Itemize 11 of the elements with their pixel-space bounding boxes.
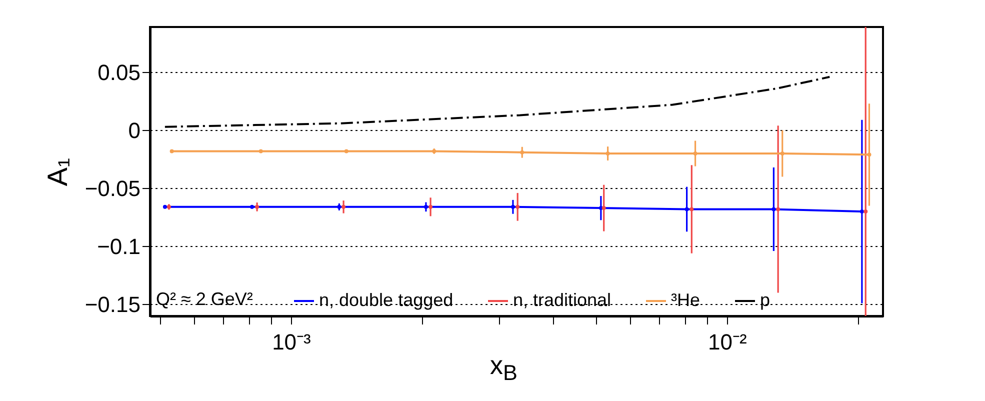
y-tick-label: −0.15 xyxy=(84,292,140,317)
y-tick-label: 0.05 xyxy=(98,60,140,85)
x-tick-label: 10⁻³ xyxy=(272,330,311,354)
legend-label: p xyxy=(760,290,770,310)
y-tick-label: −0.05 xyxy=(84,176,140,201)
y-tick-label: 0 xyxy=(128,118,140,143)
x-axis-title: x$_{B}$ xyxy=(490,350,518,386)
x-tick-label: 10⁻² xyxy=(708,330,747,354)
legend-label: ³He xyxy=(671,290,700,310)
y-tick-label: −0.1 xyxy=(97,234,140,259)
y-axis-title: A₁ xyxy=(42,158,73,186)
